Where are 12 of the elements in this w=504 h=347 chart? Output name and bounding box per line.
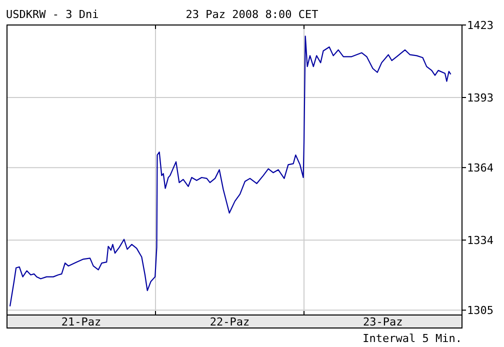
y-tick-label: 1334 (467, 234, 494, 248)
y-tick-label: 1423 (467, 19, 494, 32)
x-tick-label: 21-Paz (61, 316, 102, 328)
chart-subtitle: 23 Paz 2008 8:00 CET (186, 8, 319, 21)
y-tick-label: 1305 (467, 304, 494, 318)
text: Interwal 5 Min. (362, 332, 462, 345)
x-tick-label: 23-Paz (363, 316, 403, 328)
x-tick-label: 22-Paz (210, 316, 250, 328)
line-series (9, 36, 452, 307)
y-tick-label: 1364 (467, 162, 494, 175)
chart-title: USDKRW - 3 Dni (6, 8, 99, 21)
y-tick-label: 1393 (467, 92, 494, 104)
